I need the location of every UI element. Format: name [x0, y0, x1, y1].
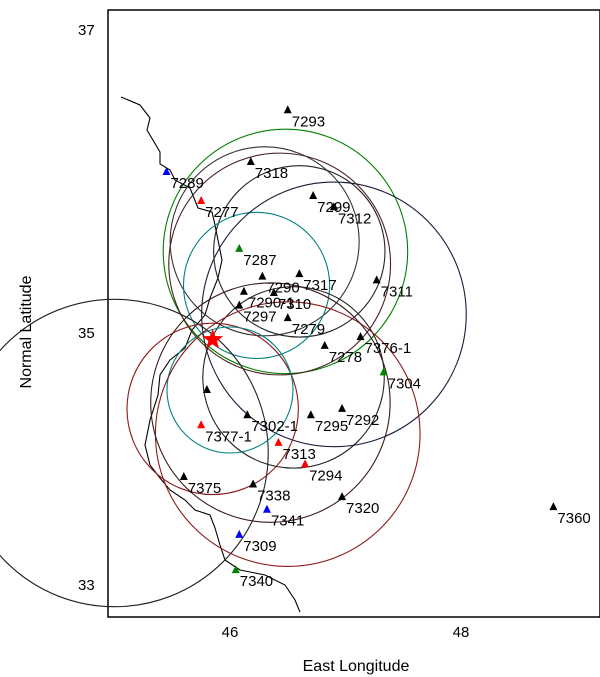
station-label-7292: 7292 — [346, 412, 379, 429]
station-marker-7290-1 — [239, 286, 248, 295]
station-marker-7312 — [329, 202, 338, 211]
radius-circle-6 — [201, 181, 467, 448]
station-marker-7287 — [235, 243, 244, 252]
y-tick-33: 33 — [78, 577, 95, 594]
station-marker-7309 — [235, 529, 244, 538]
station-marker-7292 — [338, 403, 347, 412]
station-label-7289: 7289 — [170, 175, 203, 192]
station-marker-unlabeled-31 — [202, 385, 211, 393]
station-label-7310: 7310 — [278, 296, 311, 313]
y-axis: 37 35 33 — [78, 22, 95, 594]
station-marker-7299 — [309, 190, 318, 199]
station-label-7313: 7313 — [283, 446, 316, 463]
station-marker-7376-1 — [356, 332, 365, 341]
station-label-7304: 7304 — [388, 375, 421, 392]
y-axis-label: Normal Latitude — [18, 275, 35, 388]
radius-circle-8 — [0, 298, 269, 608]
station-label-7290-1: 7290-1 — [248, 295, 295, 312]
radius-circle-7 — [202, 286, 385, 469]
radius-circle-2 — [168, 152, 392, 376]
station-label-7360: 7360 — [557, 510, 590, 527]
station-label-7278: 7278 — [329, 349, 362, 366]
station-marker-7302-1 — [243, 410, 252, 419]
station-label-7317: 7317 — [303, 277, 336, 294]
epicenter — [202, 328, 224, 349]
station-marker-7304 — [379, 367, 388, 376]
radius-circle-1 — [162, 128, 409, 375]
epicenter-star — [202, 328, 224, 349]
station-marker-7318 — [246, 156, 255, 165]
radius-circle-10 — [166, 326, 294, 454]
stations: 7293728973187277729973127287729073177290… — [162, 105, 591, 590]
station-marker-7290 — [258, 271, 267, 280]
station-label-7312: 7312 — [338, 210, 371, 227]
station-label-7341: 7341 — [271, 513, 304, 530]
station-label-7279: 7279 — [292, 321, 325, 338]
radius-circles — [0, 128, 467, 608]
x-tick-48: 48 — [453, 624, 470, 641]
station-marker-7375 — [179, 471, 188, 480]
station-marker-7340 — [231, 565, 240, 574]
station-marker-7377-1 — [197, 420, 206, 429]
radius-circle-3 — [169, 146, 360, 337]
station-label-7318: 7318 — [255, 165, 288, 182]
station-marker-7279 — [283, 313, 292, 322]
station-label-7295: 7295 — [315, 418, 348, 435]
station-marker-7293 — [283, 105, 292, 114]
x-axis: 46 48 — [222, 624, 470, 641]
station-marker-7310 — [269, 287, 278, 296]
station-marker-7294 — [301, 459, 310, 468]
station-marker-7338 — [249, 479, 258, 488]
x-axis-label: East Longitude — [303, 658, 410, 675]
station-label-7294: 7294 — [309, 467, 342, 484]
station-label-7277: 7277 — [205, 204, 238, 221]
station-label-7340: 7340 — [240, 573, 273, 590]
station-marker-7313 — [274, 437, 283, 446]
station-label-7375: 7375 — [188, 480, 221, 497]
y-tick-35: 35 — [78, 325, 95, 342]
station-marker-7295 — [306, 410, 315, 419]
radius-circle-9 — [126, 322, 299, 496]
radius-circle-12 — [150, 282, 391, 523]
station-marker-7278 — [320, 340, 329, 349]
station-label-7377-1: 7377-1 — [205, 428, 252, 445]
station-label-7338: 7338 — [257, 488, 290, 505]
station-label-7311: 7311 — [381, 283, 413, 300]
radius-circle-4 — [213, 165, 386, 338]
station-marker-7317 — [295, 269, 304, 278]
station-label-7297: 7297 — [243, 309, 276, 326]
station-label-7309: 7309 — [243, 538, 276, 555]
station-label-7376-1: 7376-1 — [365, 340, 412, 357]
station-marker-7289 — [162, 167, 171, 176]
station-label-7320: 7320 — [346, 500, 379, 517]
plot-frame — [107, 9, 600, 618]
boundary-line — [120, 96, 301, 613]
station-marker-7320 — [338, 492, 347, 501]
station-marker-7297 — [235, 300, 244, 309]
station-marker-7360 — [549, 502, 558, 511]
station-marker-7341 — [262, 504, 271, 513]
y-tick-37: 37 — [78, 22, 95, 39]
station-label-7293: 7293 — [292, 113, 325, 130]
x-tick-46: 46 — [222, 624, 239, 641]
station-label-7287: 7287 — [243, 252, 276, 269]
station-marker-7311 — [372, 275, 381, 284]
radius-circle-5 — [182, 211, 331, 360]
station-marker-7277 — [197, 196, 206, 204]
station-label-7302-1: 7302-1 — [251, 418, 298, 435]
